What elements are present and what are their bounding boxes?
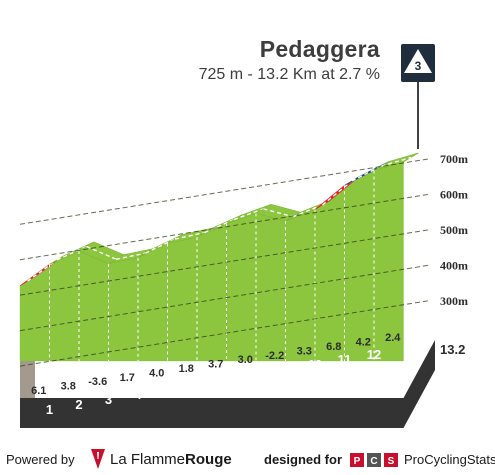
climb-title: Pedaggera — [259, 36, 380, 62]
pcs-letter: S — [388, 456, 395, 467]
brand-bold: Rouge — [185, 451, 232, 468]
elevation-gridlines — [19, 158, 429, 367]
profile-centerline — [174, 231, 205, 240]
profile-centerline — [204, 218, 235, 234]
profile-column — [255, 213, 286, 362]
km-label: 5 — [164, 382, 171, 397]
gridline — [19, 158, 429, 225]
la-flamme-rouge-brand[interactable]: La FlammeRouge — [110, 451, 232, 468]
profile-column — [167, 236, 198, 362]
profile-column — [49, 250, 80, 362]
profile-centerline — [86, 245, 117, 260]
climb-subtitle: 725 m - 13.2 Km at 2.7 % — [198, 66, 380, 83]
gridline — [19, 300, 429, 367]
gradient-label: -2.2 — [265, 350, 284, 362]
y-tick-label: 700m — [440, 152, 468, 166]
profile-column — [196, 223, 227, 362]
category-number: 3 — [415, 59, 422, 73]
km-label: 6 — [193, 377, 200, 392]
la-flamme-rouge-logo-icon — [91, 449, 105, 469]
km-label: 2 — [75, 397, 82, 412]
gradient-label: 3.7 — [208, 359, 223, 371]
profile-centerline — [233, 208, 264, 221]
powered-by-label: Powered by — [6, 452, 75, 467]
footer: Powered by La FlammeRouge designed for P… — [0, 447, 495, 475]
profile-centerline — [145, 238, 176, 254]
pcs-letter: P — [354, 456, 361, 467]
km-label: 4 — [134, 387, 142, 402]
gridline — [19, 193, 429, 261]
elevation-profile-chart: 6.1 3.8 -3.6 1.7 4.0 1.8 3.7 3.0 -2.2 3.3 6.8 4.2 2.… — [19, 44, 468, 428]
mountain-icon — [404, 49, 432, 73]
km-label: 12 — [367, 347, 381, 362]
km-label: 11 — [338, 352, 352, 367]
y-tick-labels: 300m 400m 500m 600m 700m — [440, 152, 468, 308]
gradient-label: 3.8 — [61, 381, 76, 393]
y-tick-label: 600m — [440, 187, 468, 201]
gradient-label: 4.0 — [149, 367, 164, 379]
profile-columns — [19, 161, 404, 362]
y-tick-label: 300m — [440, 294, 468, 308]
gradient-label: 3.3 — [297, 345, 312, 357]
pcs-letter: C — [370, 456, 377, 467]
pcs-logo-icon: P C S — [350, 453, 398, 467]
profile-column — [344, 170, 375, 362]
profile-column — [108, 257, 139, 362]
total-distance-label: 13.2 — [440, 342, 465, 357]
profile-column — [285, 209, 316, 362]
km-labels: 1 2 3 4 5 6 7 8 9 10 11 12 — [46, 347, 381, 417]
profile-centerline — [351, 165, 382, 182]
gradient-labels: 6.1 3.8 -3.6 1.7 4.0 1.8 3.7 3.0 -2.2 3.3 6.8 4.2 2.… — [31, 332, 401, 397]
gridline — [19, 264, 429, 332]
km-label: 1 — [46, 402, 53, 417]
gradient-label: 4.2 — [356, 337, 371, 349]
gradient-label: 1.8 — [179, 363, 194, 375]
profile-centerline — [263, 208, 294, 218]
profile-centerline — [115, 252, 146, 260]
profile-column — [314, 185, 345, 362]
profile-centerline — [292, 204, 323, 218]
gradient-label: 1.7 — [120, 372, 135, 384]
profile-top-faces — [19, 152, 419, 286]
profile-centerline — [381, 156, 412, 167]
gradient-label: 6.8 — [326, 341, 341, 353]
km-dividers — [49, 170, 375, 361]
gradient-label: 6.1 — [31, 385, 46, 397]
km-label: 8 — [252, 367, 259, 382]
profile-column — [19, 264, 50, 362]
gradient-label: 3.0 — [238, 354, 253, 366]
profile-column — [226, 213, 257, 362]
profile-centerline — [56, 245, 87, 261]
profile-column — [373, 161, 404, 362]
profile-column — [78, 250, 109, 362]
y-tick-label: 400m — [440, 258, 468, 272]
km-label: 9 — [282, 362, 289, 377]
profile-centerline — [322, 180, 353, 206]
gradient-label: 2.4 — [385, 332, 401, 344]
procyclingstats-brand[interactable]: ProCyclingStats — [404, 452, 495, 467]
km-axis-band — [20, 340, 435, 428]
gradient-label: -3.6 — [88, 376, 107, 388]
km-label: 10 — [308, 357, 322, 372]
km-label: 7 — [223, 372, 230, 387]
brand-light: La Flamme — [110, 451, 186, 468]
y-tick-label: 500m — [440, 223, 468, 237]
designed-for-label: designed for — [264, 452, 343, 467]
km-label: 3 — [105, 392, 112, 407]
gridline — [19, 229, 429, 296]
category-badge: 3 — [401, 44, 435, 82]
